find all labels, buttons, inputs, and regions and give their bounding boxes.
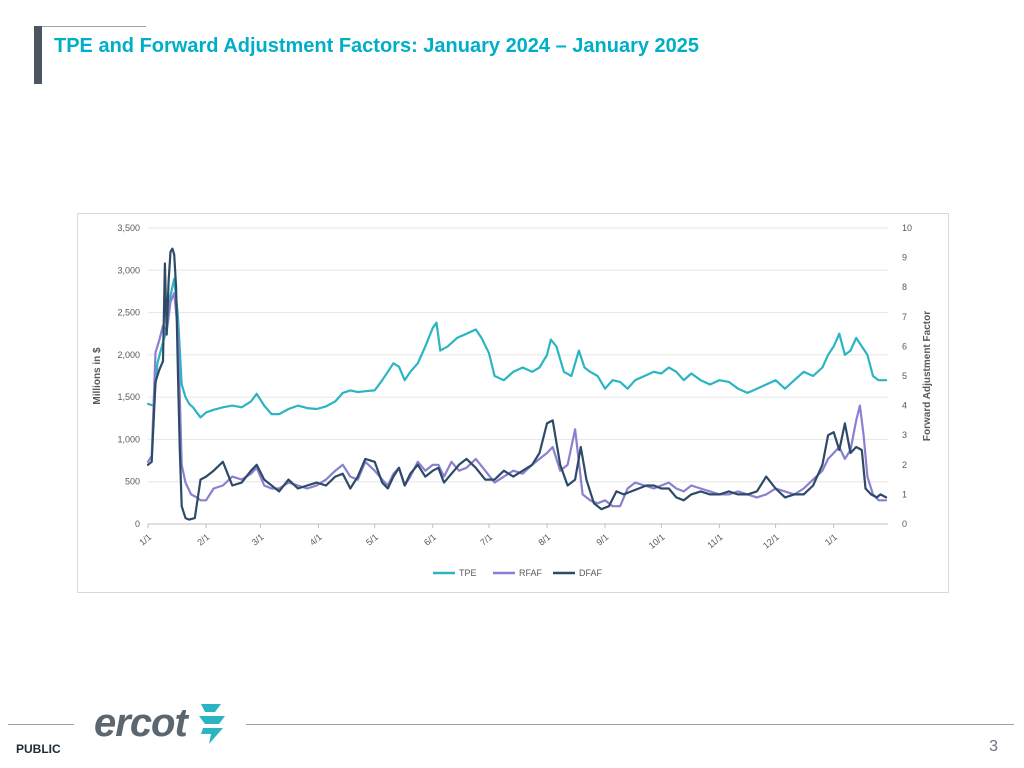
legend-label-rfaf: RFAF: [519, 568, 543, 578]
footer-rule-right: [246, 724, 1014, 725]
x-tick-label: 6/1: [422, 532, 438, 548]
line-chart: 0 500 1,000 1,500 2,000 2,500 3,000 3,500 0 1 2 3 4 5…: [92, 223, 933, 578]
x-tick-label: 10/1: [647, 532, 667, 551]
y-tick-label: 2,500: [117, 308, 140, 318]
series-line-tpe: [146, 277, 888, 419]
y-tick-label: 3,500: [117, 223, 140, 233]
x-tick-label: 1/1: [823, 532, 839, 548]
x-tick-label: 7/1: [478, 532, 494, 548]
y2-tick-label: 9: [902, 253, 907, 263]
chart-container: 0 500 1,000 1,500 2,000 2,500 3,000 3,500 0 1 2 3 4 5…: [77, 213, 949, 593]
page-number: 3: [989, 738, 998, 755]
footer-rule-left: [8, 724, 74, 725]
y2-tick-label: 3: [902, 430, 907, 440]
x-tick-label: 12/1: [761, 532, 781, 551]
y2-tick-label: 7: [902, 312, 907, 322]
lightning-mark-icon: [198, 704, 225, 744]
ercot-logo: ercot: [94, 700, 231, 746]
x-tick-label: 1/1: [137, 532, 153, 548]
y-tick-label: 3,000: [117, 265, 140, 275]
y2-tick-label: 8: [902, 282, 907, 292]
y2-tick-label: 5: [902, 371, 907, 381]
y-axis-title: Millions in $: [92, 347, 103, 405]
y2-tick-label: 4: [902, 401, 907, 411]
series-line-dfaf: [146, 247, 888, 521]
x-tick-label: 2/1: [195, 532, 211, 548]
logo-text: ercot: [94, 700, 188, 745]
y2-axis-title: Forward Adjustment Factor: [922, 311, 933, 441]
y2-tick-label: 0: [902, 519, 907, 529]
x-tick-label: 11/1: [705, 532, 724, 550]
x-tick-label: 4/1: [308, 532, 324, 548]
x-tick-label: 5/1: [364, 532, 380, 548]
y2-tick-label: 10: [902, 223, 912, 233]
y-tick-label: 2,000: [117, 350, 140, 360]
y-tick-label: 500: [125, 477, 140, 487]
legend-label-tpe: TPE: [459, 568, 477, 578]
footer-label: PUBLIC: [16, 742, 61, 756]
slide-title: TPE and Forward Adjustment Factors: Janu…: [54, 35, 700, 57]
y-tick-label: 0: [135, 519, 140, 529]
y2-tick-label: 2: [902, 460, 907, 470]
y2-tick-label: 6: [902, 341, 907, 351]
x-tick-label: 3/1: [250, 532, 266, 548]
y-tick-label: 1,500: [117, 392, 140, 402]
title-accent-bar: [34, 26, 42, 84]
x-tick-label: 8/1: [536, 532, 552, 548]
legend-label-dfaf: DFAF: [579, 568, 603, 578]
y-tick-label: 1,000: [117, 434, 140, 444]
x-tick-label: 9/1: [594, 532, 610, 548]
y2-tick-label: 1: [902, 489, 907, 499]
title-rule: [42, 26, 146, 27]
